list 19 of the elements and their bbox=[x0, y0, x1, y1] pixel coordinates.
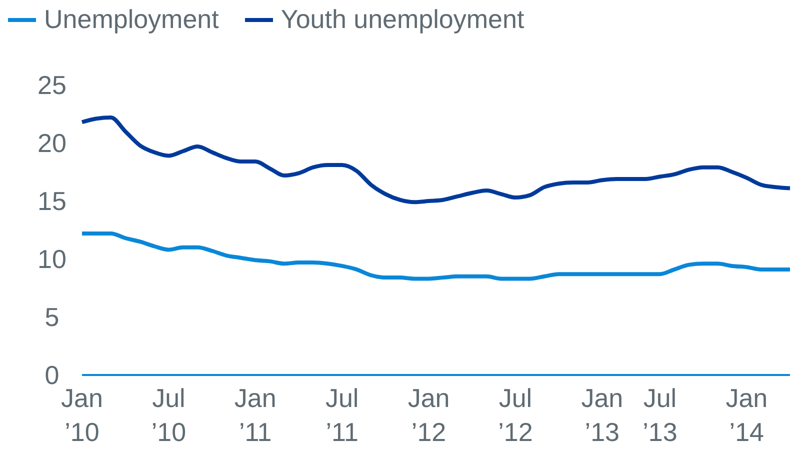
x-tick-label: Jan ’11 bbox=[234, 383, 276, 447]
y-tick-label: 5 bbox=[44, 302, 60, 332]
legend-label: Youth unemployment bbox=[280, 4, 524, 35]
y-tick-label: 0 bbox=[44, 360, 60, 390]
x-tick-label: Jul ’13 bbox=[642, 383, 678, 447]
y-tick-label: 20 bbox=[38, 128, 66, 158]
y-tick-label: 15 bbox=[38, 186, 66, 216]
line-series bbox=[80, 115, 792, 204]
x-tick-label: Jan ’12 bbox=[408, 383, 450, 447]
x-tick-label: Jan ’13 bbox=[581, 383, 624, 447]
x-tick-label: Jan ’10 bbox=[61, 383, 103, 447]
y-tick-label: 25 bbox=[38, 70, 66, 100]
x-tick-label: Jul ’10 bbox=[151, 383, 186, 447]
x-tick-label: Jan ’14 bbox=[726, 383, 768, 447]
y-tick-label: 10 bbox=[38, 244, 66, 274]
x-tick-label: Jul ’11 bbox=[325, 383, 359, 447]
x-tick-label: Jul ’12 bbox=[498, 383, 533, 447]
legend-label: Unemployment bbox=[44, 4, 219, 35]
line-series bbox=[80, 231, 792, 281]
